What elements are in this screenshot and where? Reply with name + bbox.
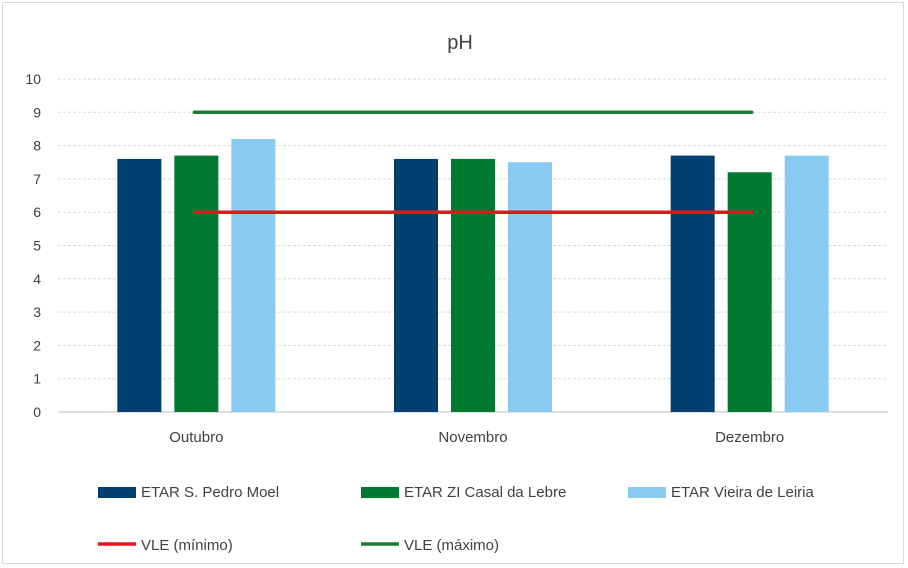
y-tick-label: 7 (33, 171, 41, 187)
y-axis-ticks: 0 1 2 3 4 5 6 7 8 9 10 (25, 71, 41, 420)
y-tick-label: 5 (33, 238, 41, 254)
y-tick-label: 0 (33, 404, 41, 420)
legend-swatch (628, 487, 666, 498)
y-tick-label: 8 (33, 138, 41, 154)
y-tick-label: 10 (25, 71, 41, 87)
x-axis: Outubro Novembro Dezembro (169, 429, 784, 446)
legend-label: VLE (mínimo) (141, 537, 233, 554)
y-tick-label: 6 (33, 204, 41, 220)
x-tick-label: Dezembro (715, 429, 784, 446)
legend: ETAR S. Pedro Moel ETAR ZI Casal da Lebre… (98, 484, 815, 554)
bar-etar-zi-casal-da-lebre-dezembro (727, 172, 772, 412)
x-tick-label: Outubro (169, 429, 223, 446)
bar-etar-s-pedro-moel-dezembro (670, 155, 715, 412)
legend-swatch (98, 487, 136, 498)
legend-label: ETAR ZI Casal da Lebre (404, 484, 566, 501)
legend-label: VLE (máximo) (404, 537, 499, 554)
bars (117, 138, 829, 412)
bar-etar-zi-casal-da-lebre-novembro (451, 158, 495, 412)
y-tick-label: 1 (33, 371, 41, 387)
chart-title: pH (447, 32, 473, 54)
y-tick-label: 9 (33, 104, 41, 120)
legend-swatch (361, 487, 399, 498)
legend-label: ETAR Vieira de Leiria (671, 484, 815, 501)
reference-lines (192, 110, 754, 214)
bar-etar-vieira-de-leiria-outubro (231, 138, 276, 412)
legend-label: ETAR S. Pedro Moel (141, 484, 279, 501)
y-tick-label: 4 (33, 271, 41, 287)
bar-etar-vieira-de-leiria-novembro (508, 162, 552, 412)
bar-etar-s-pedro-moel-novembro (394, 158, 438, 412)
y-tick-label: 2 (33, 337, 41, 353)
bar-etar-zi-casal-da-lebre-outubro (174, 155, 219, 412)
bar-etar-vieira-de-leiria-dezembro (784, 155, 829, 412)
bar-etar-s-pedro-moel-outubro (117, 158, 162, 412)
x-tick-label: Novembro (438, 429, 507, 446)
y-tick-label: 3 (33, 304, 41, 320)
